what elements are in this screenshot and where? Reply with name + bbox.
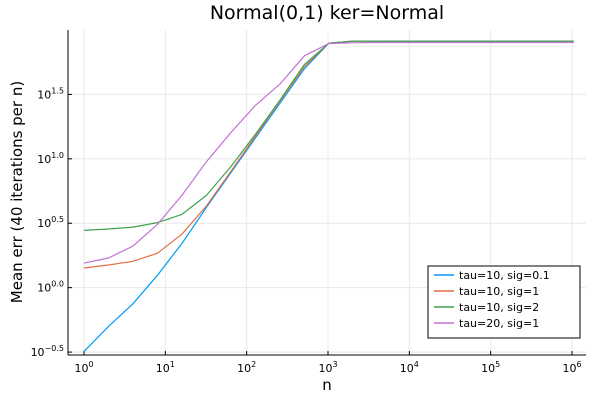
grid — [68, 30, 586, 355]
y-tick-label: 100.5 — [37, 215, 64, 230]
legend-label: tau=10, sig=2 — [459, 301, 539, 314]
legend-label: tau=10, sig=1 — [459, 285, 539, 298]
legend-label: tau=20, sig=1 — [459, 317, 539, 330]
x-tick-label: 104 — [400, 360, 419, 375]
legend-box — [427, 265, 581, 339]
y-tick-label: 101.0 — [37, 151, 64, 166]
ticks: 100 101 102 103 104 105 106 10−0.5 100.0 100.5 101… — [31, 86, 582, 375]
x-tick-label: 101 — [156, 360, 175, 375]
x-tick-label: 105 — [481, 360, 500, 375]
y-tick-label: 10−0.5 — [31, 344, 64, 359]
y-tick-label: 100.0 — [37, 280, 64, 295]
legend-label: tau=10, sig=0.1 — [459, 269, 550, 282]
chart-title: Normal(0,1) ker=Normal — [210, 2, 444, 24]
x-tick-label: 103 — [318, 360, 337, 375]
y-axis-label: Mean err (40 iterations per n) — [8, 81, 26, 303]
series-line-4 — [83, 41, 574, 264]
x-tick-label: 106 — [562, 360, 581, 375]
x-tick-label: 102 — [237, 360, 256, 375]
x-axis-label: n — [322, 376, 332, 394]
series — [83, 40, 574, 352]
y-tick-label: 101.5 — [37, 86, 64, 101]
x-tick-label: 100 — [74, 360, 93, 375]
axes — [67, 30, 586, 356]
legend: tau=10, sig=0.1 tau=10, sig=1 tau=10, sig=… — [427, 265, 581, 339]
